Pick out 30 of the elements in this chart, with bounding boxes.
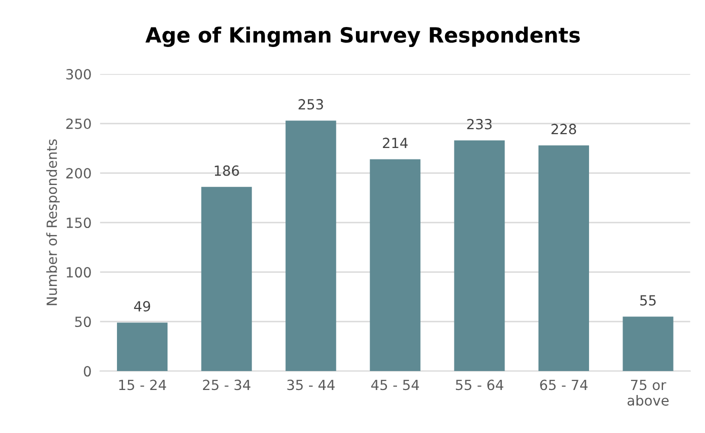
data-label: 233	[467, 118, 492, 130]
y-axis-title: Number of Respondents	[46, 139, 60, 306]
data-label: 253	[298, 99, 323, 110]
y-tick-label: 100	[66, 267, 91, 278]
bar	[286, 120, 336, 372]
x-tick-label: 35 - 44	[287, 380, 335, 390]
data-label: 49	[134, 301, 150, 312]
y-tick-label: 200	[66, 168, 91, 179]
y-tick-label: 150	[66, 218, 91, 228]
y-tick-label: 250	[66, 118, 91, 130]
bar	[454, 140, 505, 372]
bar	[622, 316, 674, 372]
data-label: 214	[382, 138, 408, 148]
bar	[116, 322, 168, 372]
x-tick-label: 75 or above	[628, 380, 669, 406]
bar	[538, 145, 590, 372]
data-label: 55	[640, 295, 656, 306]
data-label: 228	[552, 124, 576, 134]
bar	[370, 159, 420, 372]
chart-title: Age of Kingman Survey Respondents	[145, 26, 580, 47]
x-tick-label: 55 - 64	[456, 380, 504, 390]
y-tick-label: 50	[75, 316, 91, 328]
bar	[201, 186, 252, 372]
y-tick-label: 300	[66, 69, 91, 80]
x-tick-label: 45 - 54	[371, 380, 419, 390]
y-tick-label: 0	[84, 366, 91, 377]
x-tick-label: 25 - 34	[202, 380, 250, 390]
x-tick-label: 65 - 74	[540, 380, 588, 390]
x-tick-label: 15 - 24	[119, 380, 166, 390]
data-label: 186	[214, 165, 239, 176]
